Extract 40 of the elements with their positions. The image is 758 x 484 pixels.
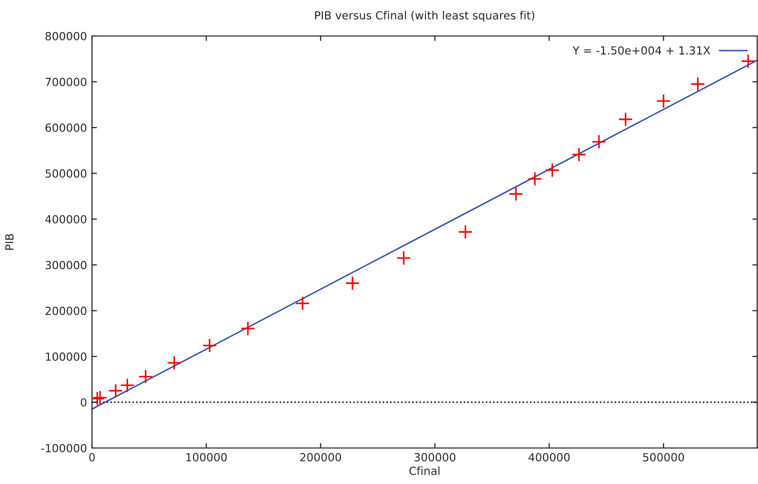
point bbox=[92, 390, 108, 405]
point bbox=[740, 54, 756, 69]
y-tick-label: 400000 bbox=[45, 215, 86, 224]
x-tick-label: 200000 bbox=[300, 453, 342, 462]
x-tick-label: 100000 bbox=[186, 453, 227, 462]
point bbox=[345, 276, 360, 291]
point bbox=[572, 147, 586, 162]
y-tick-label: 800000 bbox=[45, 32, 86, 40]
point bbox=[202, 338, 217, 353]
point bbox=[166, 356, 182, 370]
point bbox=[138, 369, 153, 384]
y-tick-label: 100000 bbox=[46, 352, 86, 361]
x-tick-label: 400000 bbox=[528, 453, 570, 462]
x-tick-label: 500000 bbox=[643, 453, 684, 462]
y-tick-label: 600000 bbox=[46, 124, 86, 132]
legend-label: Y = -1.50e+004 + 1.31X bbox=[572, 46, 710, 55]
point bbox=[618, 112, 633, 127]
point bbox=[690, 76, 706, 92]
y-tick-label: 500000 bbox=[46, 169, 86, 178]
y-tick-label: 700000 bbox=[46, 78, 86, 86]
y-axis-title: PIB bbox=[5, 234, 14, 250]
x-tick-label: 0 bbox=[89, 453, 95, 462]
x-tick-label: 300000 bbox=[414, 453, 456, 462]
x-axis-title: Cfinal bbox=[409, 466, 440, 475]
chart-title: PIB versus Cfinal (with least squares fit) bbox=[315, 10, 534, 22]
point bbox=[120, 378, 135, 393]
point bbox=[508, 186, 524, 202]
point bbox=[240, 321, 256, 336]
y-tick-label: 200000 bbox=[46, 306, 86, 316]
point bbox=[108, 383, 124, 398]
y-tick-label: 300000 bbox=[46, 260, 86, 270]
point bbox=[458, 224, 473, 240]
y-tick-label: 0 bbox=[80, 398, 86, 407]
point bbox=[656, 94, 671, 108]
point bbox=[396, 250, 412, 266]
point bbox=[592, 134, 606, 150]
point bbox=[528, 171, 542, 186]
point bbox=[295, 296, 310, 311]
y-tick-label: -100000 bbox=[41, 444, 86, 452]
point bbox=[544, 162, 560, 178]
